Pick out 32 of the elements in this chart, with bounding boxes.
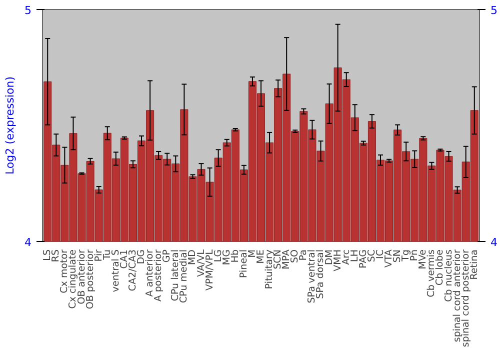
x-tick-label: Hb [230, 249, 241, 263]
x-tick-label: CA1 [118, 249, 130, 269]
y2-tick-label: 4 [490, 236, 498, 249]
x-tick-label: LG [212, 250, 224, 262]
x-tick-label: M [246, 249, 258, 258]
x-tick-label: SPa dorsal [315, 249, 326, 299]
x-tick-label: MD [187, 249, 198, 266]
x-tick-label: Retina [468, 249, 480, 280]
x-tick-label: PAG [358, 249, 369, 268]
x-tick-label: DM [324, 249, 335, 266]
x-tick-label: Pir [93, 249, 104, 262]
x-tick-label: spinal cord posterior [460, 249, 472, 348]
x-tick-label: LH [349, 250, 360, 262]
x-tick-label: Tu [102, 249, 113, 261]
x-tick-label: ventral S [110, 249, 122, 292]
x-tick-label: A posterior [153, 249, 164, 302]
y2-tick-label: 5 [490, 4, 498, 17]
y-axis-title: Log2 (expression) [4, 76, 16, 175]
x-tick-label: OB posterior [84, 249, 96, 310]
x-tick-label: IC [374, 249, 386, 259]
x-tick-label: Pituitary [264, 249, 276, 290]
x-tick-label: SC [366, 249, 378, 262]
x-tick-label: CA2/CA3 [127, 249, 138, 292]
x-tick-label: VMH [332, 249, 344, 272]
x-tick-label: Pineal [238, 249, 250, 278]
x-tick-label: Arc [340, 249, 352, 265]
x-tick-label: Cb lobe [434, 249, 446, 286]
x-tick-label: VPM/VPL [204, 248, 216, 291]
x-tick-label: VA/VL [196, 248, 207, 277]
x-tick-label: Tg [400, 249, 412, 262]
x-tick-label: ME [256, 249, 266, 264]
x-tick-label: Cx cingulate [68, 249, 79, 309]
